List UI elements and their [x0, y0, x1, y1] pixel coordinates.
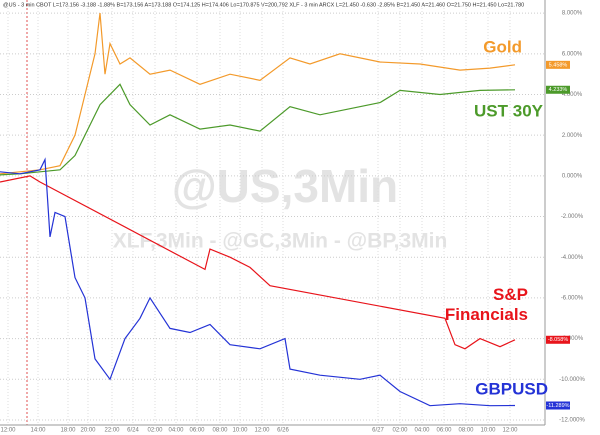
x-tick-label: 22:00: [104, 428, 120, 434]
y-tick-label: -10.000%: [559, 377, 585, 383]
x-tick-label: 06:00: [189, 428, 205, 434]
series-line: [0, 83, 516, 176]
last-value-tag: [546, 60, 570, 69]
x-tick-label: 08:00: [458, 428, 474, 434]
y-tick-label: -8.000%: [561, 336, 584, 342]
legend-label: Gold: [483, 37, 522, 56]
x-tick-label: 08:00: [212, 428, 228, 434]
last-value-label: 4.233%: [549, 87, 568, 93]
last-value-label: 5.458%: [549, 62, 568, 68]
y-tick-label: -12.000%: [559, 418, 585, 424]
x-tick-label: 02:00: [147, 428, 163, 434]
watermark: @US,3Min: [172, 160, 398, 212]
y-tick-label: 0.000%: [562, 173, 583, 179]
x-tick-label: 10:00: [480, 428, 496, 434]
legend-label: UST 30Y: [474, 101, 544, 120]
y-tick-label: 2.000%: [562, 133, 583, 139]
x-tick-label: 10:00: [232, 428, 248, 434]
series-line: [0, 13, 516, 175]
legend-label: GBPUSD: [475, 379, 548, 398]
y-tick-label: 8.000%: [562, 11, 583, 17]
last-value-label: -11.289%: [546, 403, 569, 409]
x-tick-label: 02:00: [392, 428, 408, 434]
watermark: XLF,3Min - @GC,3Min - @BP,3Min: [113, 230, 448, 253]
y-tick-label: -2.000%: [561, 214, 584, 220]
y-tick-label: -4.000%: [561, 255, 584, 261]
last-value-tag: [546, 401, 570, 410]
x-tick-label: 14:00: [30, 428, 46, 434]
series-line: [0, 175, 516, 350]
x-tick-label: 18:00: [60, 428, 76, 434]
last-value-tag: [546, 335, 570, 344]
series-line: [0, 157, 516, 407]
legend-label: S&P Financials: [445, 285, 528, 324]
y-tick-label: 4.000%: [562, 92, 583, 98]
last-value-label: -8.058%: [548, 337, 569, 343]
x-tick-label: 04:00: [414, 428, 430, 434]
x-tick-label: 6/24: [127, 428, 139, 434]
x-tick-label: 12:00: [502, 428, 518, 434]
y-tick-label: -6.000%: [561, 295, 584, 301]
x-tick-label: 6/27: [372, 428, 384, 434]
last-value-tag: [546, 85, 570, 94]
x-tick-label: 12:00: [0, 428, 16, 434]
x-tick-label: 06:00: [436, 428, 452, 434]
x-tick-label: 12:00: [254, 428, 270, 434]
x-tick-label: 04:00: [168, 428, 184, 434]
x-tick-label: 20:00: [80, 428, 96, 434]
y-tick-label: 6.000%: [562, 51, 583, 57]
x-tick-label: 6/26: [277, 428, 289, 434]
header: @US - 3 min CBOT L=173.156 -3.188 -1.88%…: [3, 2, 524, 8]
